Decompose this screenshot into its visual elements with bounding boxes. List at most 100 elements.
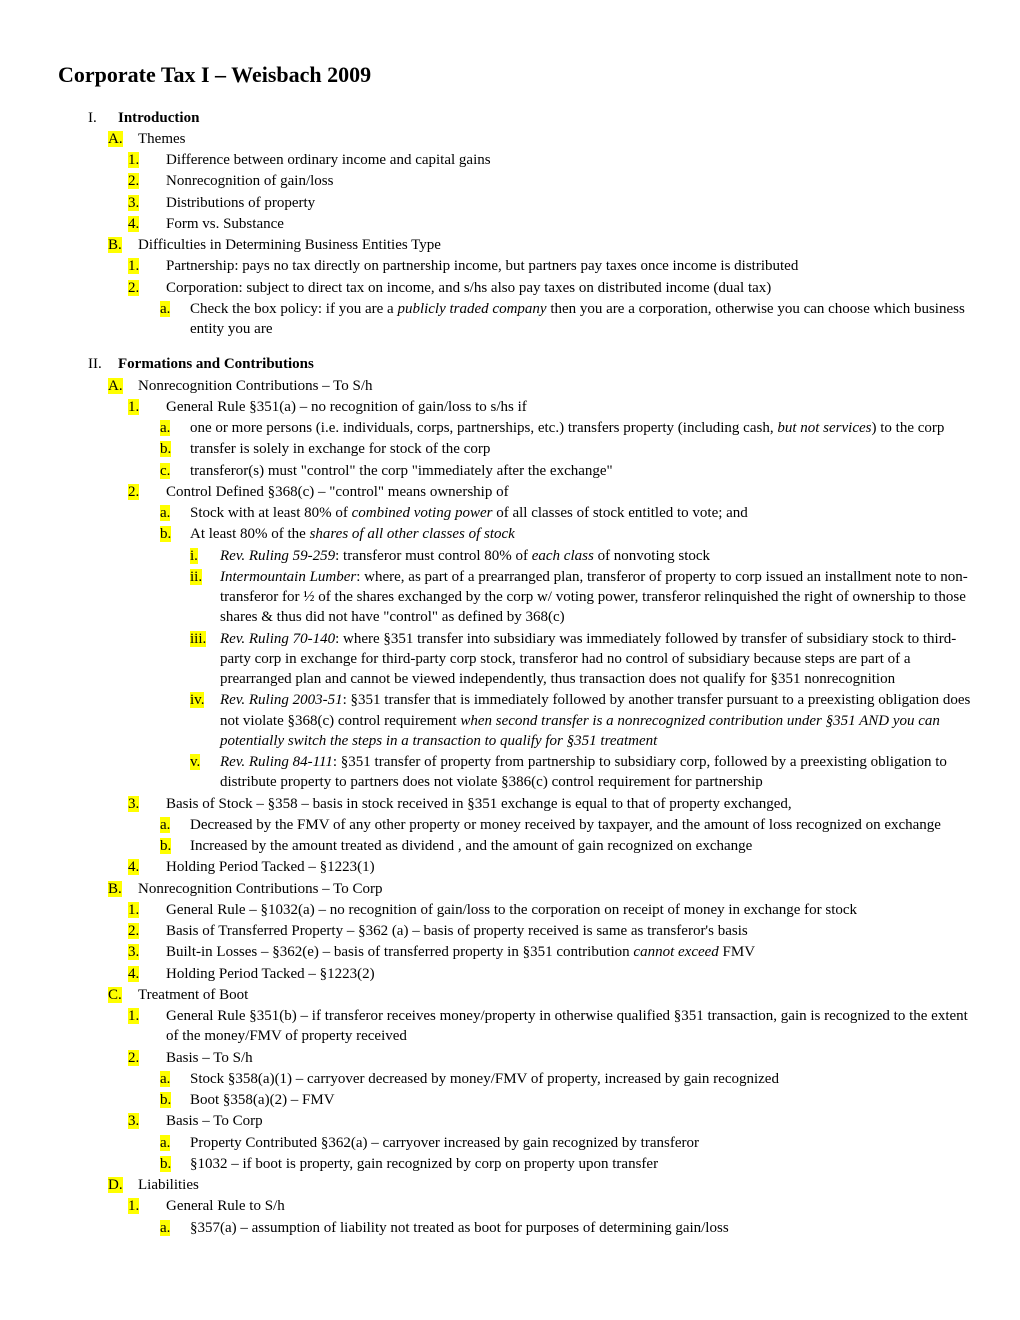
outline-text: Intermountain Lumber: where, as part of … [220, 567, 980, 628]
outline-marker: b. [160, 524, 190, 544]
outline-row: c.transferor(s) must "control" the corp … [58, 461, 980, 481]
outline-row: b.At least 80% of the shares of all othe… [58, 524, 980, 544]
outline-text: Corporation: subject to direct tax on in… [166, 278, 980, 298]
outline-row: b.§1032 – if boot is property, gain reco… [58, 1154, 980, 1174]
outline-marker: D. [108, 1175, 138, 1195]
outline-row: I.Introduction [58, 108, 980, 128]
outline-row: iv.Rev. Ruling 2003-51: §351 transfer th… [58, 690, 980, 751]
outline-text: Difference between ordinary income and c… [166, 150, 980, 170]
outline-text: Formations and Contributions [118, 354, 980, 374]
outline-row: b.transfer is solely in exchange for sto… [58, 439, 980, 459]
outline-text: Rev. Ruling 2003-51: §351 transfer that … [220, 690, 980, 751]
outline-row: ii.Intermountain Lumber: where, as part … [58, 567, 980, 628]
outline-text: Form vs. Substance [166, 214, 980, 234]
outline-marker: 4. [128, 857, 166, 877]
outline-row: 3.Distributions of property [58, 193, 980, 213]
outline-row: 4.Form vs. Substance [58, 214, 980, 234]
outline-text: Basis of Transferred Property – §362 (a)… [166, 921, 980, 941]
outline-row: a.one or more persons (i.e. individuals,… [58, 418, 980, 438]
outline-row: iii.Rev. Ruling 70-140: where §351 trans… [58, 629, 980, 690]
outline-row: 2.Corporation: subject to direct tax on … [58, 278, 980, 298]
outline-text: §1032 – if boot is property, gain recogn… [190, 1154, 980, 1174]
outline-text: At least 80% of the shares of all other … [190, 524, 980, 544]
outline-marker: a. [160, 503, 190, 523]
outline-text: Themes [138, 129, 980, 149]
outline-row: 3.Basis of Stock – §358 – basis in stock… [58, 794, 980, 814]
outline-marker: b. [160, 439, 190, 459]
outline-marker: B. [108, 235, 138, 255]
outline-row: D.Liabilities [58, 1175, 980, 1195]
outline-marker: B. [108, 879, 138, 899]
outline-row: C.Treatment of Boot [58, 985, 980, 1005]
outline-marker: 1. [128, 256, 166, 276]
outline-row: 4.Holding Period Tacked – §1223(1) [58, 857, 980, 877]
outline-marker: 3. [128, 942, 166, 962]
outline-text: Stock with at least 80% of combined voti… [190, 503, 980, 523]
outline-row: 2.Control Defined §368(c) – "control" me… [58, 482, 980, 502]
outline-row: 1.General Rule – §1032(a) – no recogniti… [58, 900, 980, 920]
outline-marker: b. [160, 1090, 190, 1110]
outline-text: Partnership: pays no tax directly on par… [166, 256, 980, 276]
outline-text: General Rule to S/h [166, 1196, 980, 1216]
outline-text: Difficulties in Determining Business Ent… [138, 235, 980, 255]
outline-marker: a. [160, 1133, 190, 1153]
outline-text: Property Contributed §362(a) – carryover… [190, 1133, 980, 1153]
outline-text: Stock §358(a)(1) – carryover decreased b… [190, 1069, 980, 1089]
outline-marker: 1. [128, 1196, 166, 1216]
outline-row: 1.General Rule §351(b) – if transferor r… [58, 1006, 980, 1047]
outline-marker: 3. [128, 1111, 166, 1131]
outline-marker: iv. [190, 690, 220, 751]
outline-marker: C. [108, 985, 138, 1005]
outline-marker: 2. [128, 921, 166, 941]
outline-text: one or more persons (i.e. individuals, c… [190, 418, 980, 438]
outline-row: 2.Basis – To S/h [58, 1048, 980, 1068]
outline-marker: 4. [128, 964, 166, 984]
outline-container: I.IntroductionA.Themes1.Difference betwe… [58, 108, 980, 1238]
outline-text: Built-in Losses – §362(e) – basis of tra… [166, 942, 980, 962]
outline-marker: 2. [128, 278, 166, 298]
outline-text: transferor(s) must "control" the corp "i… [190, 461, 980, 481]
outline-text: Distributions of property [166, 193, 980, 213]
outline-marker: 2. [128, 171, 166, 191]
outline-marker: v. [190, 752, 220, 793]
outline-marker: 3. [128, 193, 166, 213]
outline-row: 1.Partnership: pays no tax directly on p… [58, 256, 980, 276]
outline-marker: II. [88, 354, 118, 374]
outline-text: Increased by the amount treated as divid… [190, 836, 980, 856]
outline-row: a.Stock with at least 80% of combined vo… [58, 503, 980, 523]
outline-marker: 1. [128, 1006, 166, 1047]
outline-text: Nonrecognition Contributions – To Corp [138, 879, 980, 899]
outline-text: Holding Period Tacked – §1223(1) [166, 857, 980, 877]
outline-row: 1.General Rule to S/h [58, 1196, 980, 1216]
outline-row: A.Nonrecognition Contributions – To S/h [58, 376, 980, 396]
outline-marker: b. [160, 1154, 190, 1174]
outline-row: 2.Basis of Transferred Property – §362 (… [58, 921, 980, 941]
outline-marker: a. [160, 418, 190, 438]
outline-row: a.Stock §358(a)(1) – carryover decreased… [58, 1069, 980, 1089]
outline-row: v.Rev. Ruling 84-111: §351 transfer of p… [58, 752, 980, 793]
outline-row: 1.Difference between ordinary income and… [58, 150, 980, 170]
outline-row: A.Themes [58, 129, 980, 149]
outline-row: B.Nonrecognition Contributions – To Corp [58, 879, 980, 899]
outline-row: 3.Basis – To Corp [58, 1111, 980, 1131]
outline-text: Boot §358(a)(2) – FMV [190, 1090, 980, 1110]
outline-marker: iii. [190, 629, 220, 690]
outline-marker: a. [160, 1069, 190, 1089]
outline-text: Check the box policy: if you are a publi… [190, 299, 980, 340]
outline-row: 2.Nonrecognition of gain/loss [58, 171, 980, 191]
outline-row: a.Property Contributed §362(a) – carryov… [58, 1133, 980, 1153]
outline-marker: 2. [128, 1048, 166, 1068]
page-title: Corporate Tax I – Weisbach 2009 [58, 60, 980, 90]
outline-marker: a. [160, 1218, 190, 1238]
outline-row: 1.General Rule §351(a) – no recognition … [58, 397, 980, 417]
outline-text: Treatment of Boot [138, 985, 980, 1005]
outline-text: Holding Period Tacked – §1223(2) [166, 964, 980, 984]
outline-marker: b. [160, 836, 190, 856]
outline-text: Decreased by the FMV of any other proper… [190, 815, 980, 835]
outline-row: 4.Holding Period Tacked – §1223(2) [58, 964, 980, 984]
outline-row: a.§357(a) – assumption of liability not … [58, 1218, 980, 1238]
outline-marker: 3. [128, 794, 166, 814]
outline-marker: ii. [190, 567, 220, 628]
outline-marker: c. [160, 461, 190, 481]
outline-row: B.Difficulties in Determining Business E… [58, 235, 980, 255]
